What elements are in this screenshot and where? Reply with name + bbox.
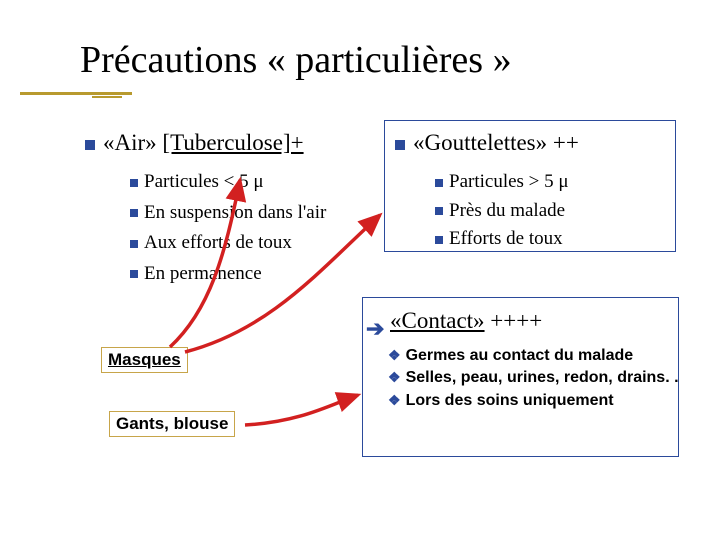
- contact-item-1: Selles, peau, urines, redon, drains. .: [406, 369, 679, 386]
- air-heading-prefix: «Air»: [103, 130, 162, 155]
- list-item: ❖ Lors des soins uniquement: [388, 390, 679, 412]
- diamond-bullet-icon: ❖: [388, 347, 401, 363]
- gout-item-2: Efforts de toux: [449, 228, 563, 249]
- list-item: En permanence: [130, 260, 360, 289]
- gout-item-1: Près du malade: [449, 200, 565, 221]
- list-item: Particules > 5 μ: [435, 168, 569, 197]
- diamond-bullet-icon: ❖: [388, 369, 401, 385]
- list-item: ❖ Germes au contact du malade: [388, 345, 679, 367]
- square-bullet-icon: [85, 140, 95, 150]
- title-accent-line-2: [92, 96, 122, 98]
- diamond-bullet-icon: ❖: [388, 392, 401, 408]
- list-item: Efforts de toux: [435, 225, 569, 254]
- slide-title: Précautions « particulières »: [80, 38, 512, 82]
- gouttelettes-heading-text: «Gouttelettes» ++: [413, 130, 579, 155]
- air-list: Particules < 5 μ En suspension dans l'ai…: [130, 168, 360, 290]
- square-bullet-icon: [130, 179, 138, 187]
- arrow-right-icon: ➔: [366, 316, 384, 342]
- contact-item-2: Lors des soins uniquement: [406, 392, 614, 409]
- gouttelettes-list: Particules > 5 μ Près du malade Efforts …: [435, 168, 569, 254]
- contact-list: ❖ Germes au contact du malade ❖ Selles, pe…: [388, 345, 679, 412]
- list-item: Particules < 5 μ: [130, 168, 360, 197]
- masques-label: Masques: [101, 347, 188, 373]
- title-accent-line: [20, 92, 132, 95]
- square-bullet-icon: [130, 270, 138, 278]
- square-bullet-icon: [435, 179, 443, 187]
- contact-heading-suffix: ++++: [485, 308, 543, 333]
- square-bullet-icon: [130, 209, 138, 217]
- air-item-1: En suspension dans l'air: [144, 202, 326, 223]
- list-item: Près du malade: [435, 197, 569, 226]
- gout-item-0: Particules > 5 μ: [449, 171, 569, 192]
- air-item-0: Particules < 5 μ: [144, 171, 264, 192]
- air-heading: «Air» [Tuberculose]+: [85, 130, 304, 156]
- air-item-3: En permanence: [144, 263, 262, 284]
- air-item-2: Aux efforts de toux: [144, 232, 292, 253]
- square-bullet-icon: [395, 140, 405, 150]
- gouttelettes-heading: «Gouttelettes» ++: [395, 130, 579, 156]
- square-bullet-icon: [435, 207, 443, 215]
- list-item: Aux efforts de toux: [130, 229, 360, 258]
- list-item: ❖ Selles, peau, urines, redon, drains. .: [388, 367, 679, 389]
- list-item: En suspension dans l'air: [130, 199, 360, 228]
- air-heading-underlined: [Tuberculose]+: [162, 130, 303, 155]
- square-bullet-icon: [435, 236, 443, 244]
- contact-heading-underlined: «Contact»: [390, 308, 485, 333]
- contact-item-0: Germes au contact du malade: [406, 347, 634, 364]
- contact-heading: «Contact» ++++: [390, 308, 542, 334]
- square-bullet-icon: [130, 240, 138, 248]
- gants-label: Gants, blouse: [109, 411, 235, 437]
